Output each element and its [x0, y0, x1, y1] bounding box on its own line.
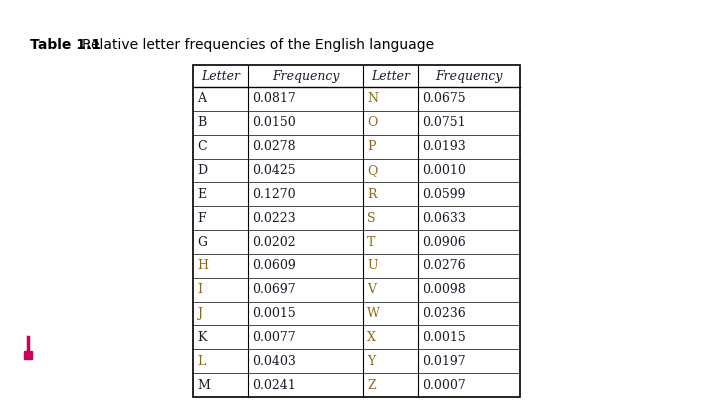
Text: 0.0403: 0.0403 [252, 355, 296, 368]
Text: 0.0751: 0.0751 [422, 116, 466, 129]
Text: S: S [367, 212, 375, 225]
Text: 0.0609: 0.0609 [252, 259, 296, 272]
Text: 0.0599: 0.0599 [422, 188, 466, 201]
Text: 0.0223: 0.0223 [252, 212, 295, 225]
Text: 0.0241: 0.0241 [252, 379, 296, 391]
Text: Frequency: Frequency [435, 70, 503, 82]
Text: 0.0278: 0.0278 [252, 140, 295, 153]
Text: 0.0202: 0.0202 [252, 236, 295, 248]
Text: 0.0817: 0.0817 [252, 92, 296, 105]
Text: Relative letter frequencies of the English language: Relative letter frequencies of the Engli… [82, 38, 434, 52]
Text: B: B [197, 116, 206, 129]
Text: Frequency: Frequency [271, 70, 339, 82]
Text: Z: Z [367, 379, 375, 391]
Text: X: X [367, 331, 376, 344]
Text: L: L [197, 355, 205, 368]
Text: E: E [197, 188, 206, 201]
Text: A: A [197, 92, 206, 105]
Text: 0.0098: 0.0098 [422, 283, 466, 296]
Text: 0.0010: 0.0010 [422, 164, 466, 177]
Text: Q: Q [367, 164, 378, 177]
Text: W: W [367, 307, 380, 320]
Text: Letter: Letter [201, 70, 240, 82]
Text: 0.0150: 0.0150 [252, 116, 296, 129]
Text: U: U [367, 259, 378, 272]
Text: C: C [197, 140, 206, 153]
Text: M: M [197, 379, 210, 391]
Text: Y: Y [367, 355, 375, 368]
Text: K: K [197, 331, 206, 344]
Text: V: V [367, 283, 376, 296]
Text: P: P [367, 140, 375, 153]
Text: 0.0015: 0.0015 [252, 307, 296, 320]
Text: 0.1270: 0.1270 [252, 188, 295, 201]
Text: 0.0193: 0.0193 [422, 140, 466, 153]
Text: 0.0425: 0.0425 [252, 164, 295, 177]
Text: 0.0077: 0.0077 [252, 331, 295, 344]
Text: 0.0906: 0.0906 [422, 236, 466, 248]
Text: 0.0633: 0.0633 [422, 212, 466, 225]
Text: I: I [197, 283, 202, 296]
Text: R: R [367, 188, 376, 201]
Text: 0.0236: 0.0236 [422, 307, 466, 320]
Text: 0.0007: 0.0007 [422, 379, 466, 391]
Text: Letter: Letter [371, 70, 410, 82]
Text: F: F [197, 212, 206, 225]
Text: 0.0697: 0.0697 [252, 283, 295, 296]
Text: 0.0675: 0.0675 [422, 92, 466, 105]
Text: 0.0276: 0.0276 [422, 259, 466, 272]
Text: 0.0015: 0.0015 [422, 331, 466, 344]
Text: G: G [197, 236, 207, 248]
Text: N: N [367, 92, 378, 105]
Text: J: J [197, 307, 202, 320]
Bar [24, 351, 32, 359]
Text: T: T [367, 236, 375, 248]
Text: O: O [367, 116, 378, 129]
Text: H: H [197, 259, 208, 272]
Bar [193, 65, 520, 397]
Text: D: D [197, 164, 207, 177]
Text: 0.0197: 0.0197 [422, 355, 466, 368]
Text: Table 1.1: Table 1.1 [30, 38, 101, 52]
